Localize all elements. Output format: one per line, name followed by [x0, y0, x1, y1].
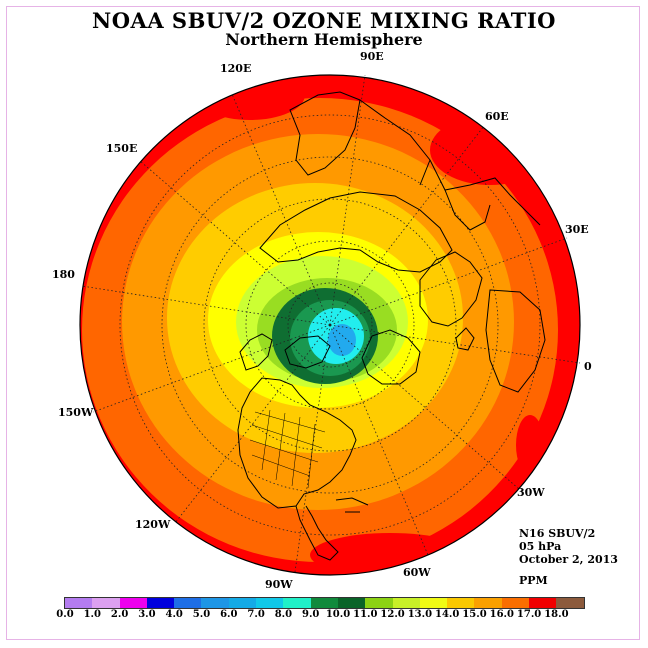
coast-india [444, 189, 491, 231]
latitude-circle-70 [245, 240, 415, 410]
colorbar-swatch [146, 598, 175, 608]
colorbar-tick-label: 0.0 [56, 609, 74, 620]
colorbar-swatch [228, 598, 257, 608]
colorbar-tick-label: 16.0 [489, 609, 514, 620]
colorbar-tick-label: 12.0 [380, 609, 405, 620]
us-state-grid [249, 409, 326, 489]
colorbar-swatch [310, 598, 338, 608]
coast-north-america [237, 377, 357, 509]
colorbar-swatch [174, 598, 202, 608]
ozone-field [80, 75, 580, 575]
coast-uk [455, 327, 475, 351]
latitude-circle-60 [203, 198, 457, 452]
colorbar-swatch [501, 598, 530, 608]
lon-label-30e: 30E [565, 223, 589, 236]
colorbar-tick-label: 1.0 [83, 609, 101, 620]
coast-alaska [239, 333, 273, 371]
pressure-label: 05 hPa [519, 540, 562, 553]
colorbar-tick-label: 4.0 [165, 609, 183, 620]
meridian-180 [81, 285, 331, 326]
lon-label-60e: 60E [485, 110, 509, 123]
latitude-circle-80 [287, 282, 373, 368]
patch-red-60e [430, 115, 550, 185]
colorbar-swatch [337, 598, 366, 608]
colorbar-swatch [92, 598, 120, 608]
colorbar-tick-label: 17.0 [516, 609, 542, 620]
lon-label-150w: 150W [58, 406, 94, 419]
lon-label-90e: 90E [360, 50, 384, 63]
map-border [79, 74, 581, 576]
info-block: N16 SBUV/2 05 hPa October 2, 2013 [519, 527, 618, 566]
lon-label-0: 0 [584, 360, 592, 373]
coast-central-america [295, 505, 339, 561]
lon-label-30w: 30W [517, 486, 545, 499]
coast-asia-east [289, 91, 361, 176]
colorbar-swatch [201, 598, 229, 608]
lon-label-120e: 120E [220, 62, 252, 75]
units-label: PPM [519, 574, 548, 587]
patch-red-60w [310, 533, 470, 575]
colorbar-tick-label: 3.0 [138, 609, 156, 620]
colorbar-swatch [529, 598, 557, 608]
coast-asia-north [259, 191, 453, 273]
colorbar [64, 597, 585, 609]
coast-europe [419, 251, 483, 327]
colorbar-tick-label: 15.0 [462, 609, 487, 620]
colorbar-swatch [474, 598, 502, 608]
colorbar-tick-label: 6.0 [220, 609, 238, 620]
colorbar-tick-label: 10.0 [325, 609, 351, 620]
colorbar-swatch [365, 598, 393, 608]
lon-label-180: 180 [52, 268, 75, 281]
coast-canada-arctic [284, 335, 331, 369]
coast-caribbean [335, 497, 369, 513]
latitude-circle-40 [119, 114, 541, 536]
meridian-120e [231, 93, 331, 326]
colorbar-swatch [392, 598, 420, 608]
latitude-circle-50 [161, 156, 499, 494]
graticule [81, 74, 581, 573]
colorbar-swatch [283, 598, 311, 608]
colorbar-tick-label: 9.0 [301, 609, 320, 620]
colorbar-tick-label: 14.0 [435, 609, 460, 620]
meridian-150e [139, 160, 331, 326]
lon-label-120w: 120W [135, 518, 171, 531]
lon-label-90w: 90W [265, 578, 293, 591]
date-label: October 2, 2013 [519, 553, 618, 566]
colorbar-swatch [447, 598, 475, 608]
colorbar-tick-label: 2.0 [110, 609, 129, 620]
contour-sky-blue [328, 324, 356, 356]
colorbar-swatch [119, 598, 147, 608]
colorbar-swatch [65, 598, 93, 608]
lon-label-150e: 150E [106, 142, 138, 155]
coast-greenland [361, 329, 421, 385]
map-title: NOAA SBUV/2 OZONE MIXING RATIO [92, 8, 556, 33]
coast-asia-south [359, 99, 541, 226]
colorbar-swatch [556, 598, 584, 608]
colorbar-tick-label: 13.0 [407, 609, 433, 620]
patch-red-30w [516, 415, 544, 475]
colorbar-tick-label: 7.0 [247, 609, 265, 620]
coastlines [237, 91, 546, 561]
colorbar-tick-label: 5.0 [192, 609, 211, 620]
coast-africa [485, 289, 546, 393]
patch-red-120e [195, 75, 305, 120]
figure-frame [6, 6, 640, 640]
colorbar-tick-label: 18.0 [544, 609, 569, 620]
instrument-label: N16 SBUV/2 [519, 527, 596, 540]
colorbar-tick-label: 11.0 [353, 609, 378, 620]
meridian-60w [329, 324, 429, 556]
lon-label-60w: 60W [403, 566, 431, 579]
meridian-30w [329, 324, 520, 490]
colorbar-swatch [256, 598, 284, 608]
colorbar-swatch [419, 598, 448, 608]
map-subtitle: Northern Hemisphere [225, 30, 423, 49]
colorbar-tick-label: 8.0 [274, 609, 293, 620]
